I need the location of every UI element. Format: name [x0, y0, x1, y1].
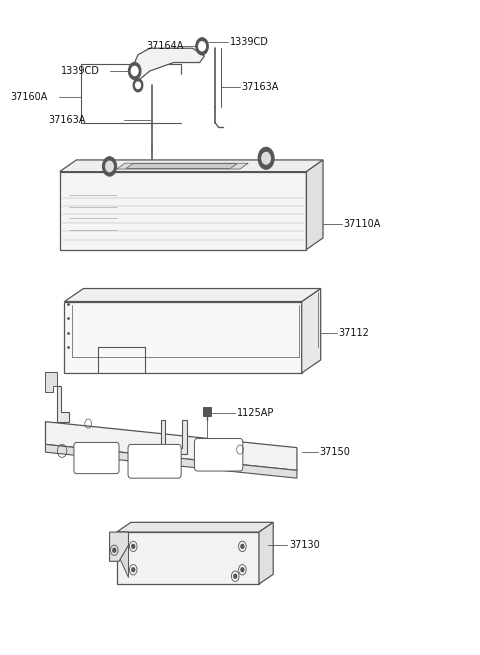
- Polygon shape: [60, 172, 306, 250]
- Polygon shape: [57, 386, 69, 422]
- Polygon shape: [301, 289, 321, 373]
- Polygon shape: [259, 522, 273, 584]
- Text: 1339CD: 1339CD: [60, 66, 99, 76]
- Circle shape: [241, 544, 244, 548]
- Polygon shape: [117, 163, 248, 169]
- Polygon shape: [46, 371, 57, 392]
- Circle shape: [113, 548, 116, 552]
- Circle shape: [136, 82, 140, 88]
- Circle shape: [196, 38, 208, 55]
- Text: 37110A: 37110A: [343, 219, 381, 229]
- Circle shape: [132, 66, 138, 75]
- Text: 37164A: 37164A: [147, 41, 184, 51]
- Polygon shape: [126, 164, 237, 168]
- Polygon shape: [135, 48, 204, 84]
- Text: 37150: 37150: [320, 447, 350, 457]
- Circle shape: [129, 62, 141, 79]
- Circle shape: [199, 42, 205, 51]
- Circle shape: [133, 79, 143, 92]
- Circle shape: [102, 157, 117, 176]
- Circle shape: [106, 161, 113, 172]
- Text: 37163A: 37163A: [48, 115, 85, 124]
- FancyBboxPatch shape: [128, 444, 181, 478]
- Circle shape: [132, 544, 135, 548]
- Text: 1125AP: 1125AP: [237, 407, 274, 418]
- FancyBboxPatch shape: [203, 407, 211, 416]
- Polygon shape: [160, 421, 187, 454]
- Polygon shape: [117, 522, 273, 532]
- Circle shape: [234, 574, 237, 578]
- Polygon shape: [64, 289, 321, 301]
- Text: 37112: 37112: [339, 328, 370, 338]
- Circle shape: [262, 153, 270, 164]
- FancyBboxPatch shape: [74, 442, 119, 474]
- Text: 37163A: 37163A: [241, 83, 279, 92]
- Circle shape: [258, 147, 274, 169]
- Polygon shape: [64, 301, 301, 373]
- Polygon shape: [109, 532, 129, 561]
- Text: 1339CD: 1339CD: [229, 37, 268, 47]
- FancyBboxPatch shape: [194, 439, 243, 471]
- Polygon shape: [60, 160, 323, 172]
- Polygon shape: [46, 444, 297, 478]
- Polygon shape: [117, 532, 259, 584]
- Text: 37130: 37130: [289, 540, 320, 550]
- Polygon shape: [46, 422, 297, 470]
- Circle shape: [132, 568, 135, 572]
- Polygon shape: [117, 532, 129, 578]
- Circle shape: [241, 568, 244, 572]
- Polygon shape: [306, 160, 323, 250]
- Text: 37160A: 37160A: [10, 92, 47, 102]
